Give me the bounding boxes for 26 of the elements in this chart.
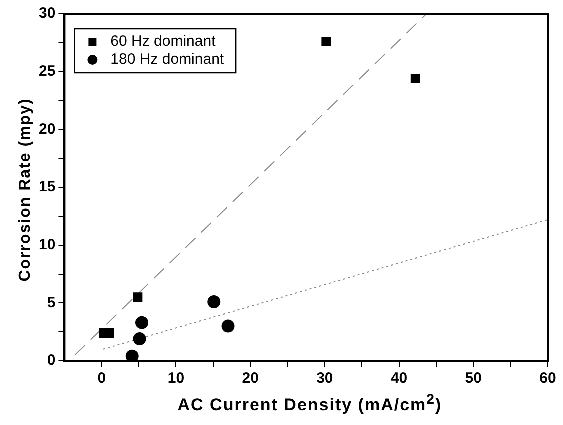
point: [322, 37, 332, 47]
y-axis-title: Corrosion Rate (mpy): [17, 98, 35, 282]
point: [208, 296, 221, 309]
point: [133, 332, 146, 346]
legend-label: 180 Hz dominant: [110, 51, 225, 68]
x-tick-label: 40: [390, 370, 408, 388]
y-tick-label: 15: [38, 178, 56, 196]
y-tick-label: 20: [38, 120, 56, 138]
point: [133, 292, 143, 302]
x-tick-label: 0: [98, 370, 106, 388]
legend-label: 60 Hz dominant: [110, 33, 217, 50]
point: [126, 350, 139, 361]
y-tick-label: 30: [38, 5, 56, 22]
y-tick-label: 0: [47, 352, 56, 370]
x-tick-label: 20: [242, 370, 259, 388]
point: [136, 316, 149, 330]
y-tick-label: 25: [38, 62, 56, 80]
x-tick-label: 60: [540, 370, 556, 388]
x-tick-label: 10: [168, 370, 185, 388]
x-axis-title: AC Current Density (mA/cm$^{2}$): [176, 392, 444, 416]
x-tick-label: 50: [465, 370, 482, 388]
y-tick-label: 10: [38, 236, 56, 254]
point: [410, 74, 420, 84]
x-tick-label: 30: [316, 370, 334, 388]
point: [222, 320, 235, 333]
y-tick-label: 5: [47, 294, 56, 312]
